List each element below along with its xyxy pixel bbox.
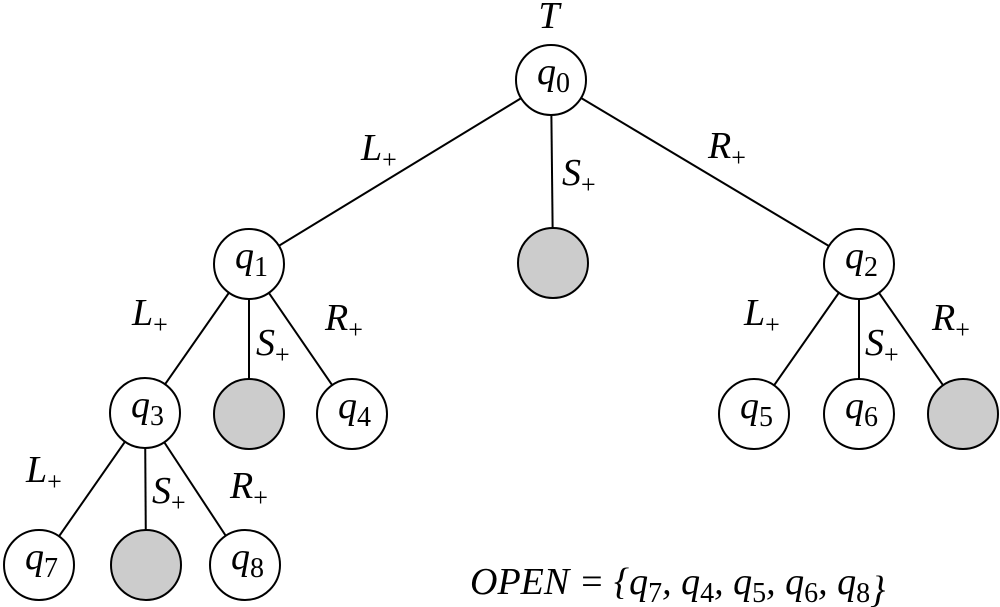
node-label-q3: q3 [131,384,164,432]
node-q0 [515,44,587,116]
edge-label-q2-q5: L+ [743,292,780,339]
node-q5 [718,378,790,450]
edge-q0-q2 [550,79,860,265]
node-q7 [3,529,75,601]
node-q4 [316,378,388,450]
node-q1 [213,228,285,300]
edge-label-q3-q7: L+ [25,449,62,496]
node-q8 [209,529,281,601]
node-label-q6: q6 [845,385,878,433]
pruned-node [517,227,589,299]
node-label-q7: q7 [25,536,58,584]
node-q2 [823,228,895,300]
node-q3 [109,377,181,449]
edge-label-q3-s3: S+ [152,470,186,517]
edge-label-q0-s0: S+ [562,152,596,199]
edge-label-q0-q2: R+ [707,125,746,172]
node-label-q5: q5 [740,385,773,433]
edge-label-q2-q6: S+ [865,322,899,369]
edges-layer: L+ S+ R+ L+ S+ R+ L+ S+ R+ L+ S+ R+ [25,79,970,566]
edge-label-q1-s1: S+ [256,322,290,369]
open-set-formula: OPEN = {q7, q4, q5, q6, q8} [470,561,885,607]
pruned-node [927,378,999,450]
edge-label-q0-q1: L+ [360,127,397,174]
edge-label-q1-q4: R+ [324,297,363,344]
node-label-q0: q0 [537,51,570,99]
tree-title: T [538,0,562,37]
edge-label-q3-q8: R+ [229,465,268,512]
node-q6 [823,378,895,450]
edge-q0-q1 [248,79,552,265]
pruned-node [213,378,285,450]
pruned-node [110,529,182,601]
edge-label-q2-s2: R+ [931,297,970,344]
nodes-layer: q0 q1 q2 q3 q4 q5 q6 q7 q8 [3,44,999,601]
node-label-q8: q8 [231,536,264,584]
node-label-q2: q2 [845,235,878,283]
edge-label-q1-q3: L+ [131,292,168,339]
node-label-q4: q4 [338,385,371,433]
node-label-q1: q1 [235,235,268,283]
